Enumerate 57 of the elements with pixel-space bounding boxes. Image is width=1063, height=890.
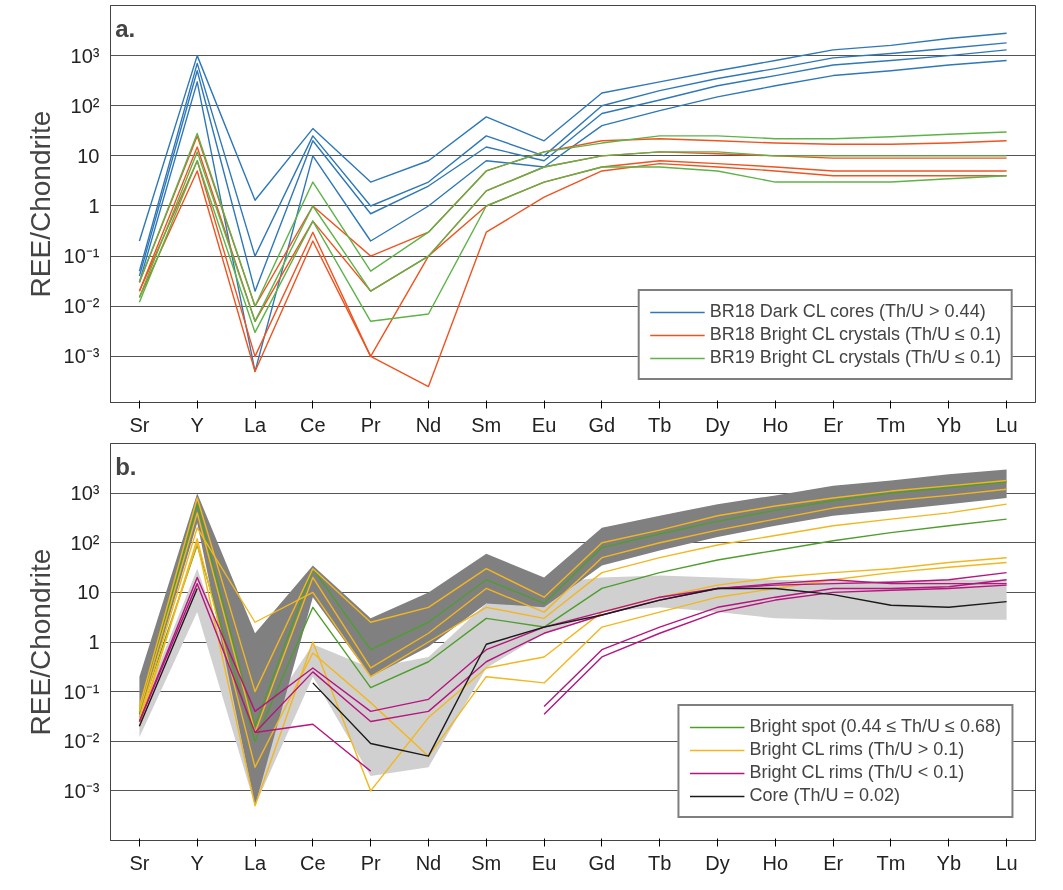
y-tick-label: 10³ xyxy=(70,44,100,67)
y-tick-label: 10² xyxy=(70,94,100,117)
legend-label: BR19 Bright CL crystals (Th/U ≤ 0.1) xyxy=(709,347,1001,368)
x-tick-label: La xyxy=(243,413,268,436)
x-tick-label: Nd xyxy=(415,851,442,874)
x-tick-label: Eu xyxy=(531,413,557,436)
y-tick-label: 10⁻³ xyxy=(63,345,100,368)
y-tick-label: 1 xyxy=(88,194,100,217)
y-tick-label: 10 xyxy=(77,144,100,167)
x-tick-label: Sm xyxy=(471,413,502,436)
x-tick-label: Sr xyxy=(129,413,150,436)
y-tick-label: 10³ xyxy=(70,482,100,505)
x-tick-label: Dy xyxy=(705,851,730,874)
x-tick-label: Nd xyxy=(415,413,442,436)
x-tick-label: Er xyxy=(823,413,844,436)
x-tick-label: La xyxy=(243,851,268,874)
y-tick-label: 1 xyxy=(88,631,100,653)
x-tick-label: Pr xyxy=(360,851,381,874)
y-tick-label: 10⁻² xyxy=(63,730,100,753)
x-tick-label: Sm xyxy=(471,851,502,874)
legend-label: BR18 Dark CL cores (Th/U > 0.44) xyxy=(709,301,986,322)
x-tick-label: Pr xyxy=(360,413,381,436)
y-tick-label: 10² xyxy=(70,531,100,554)
x-tick-label: Gd xyxy=(588,851,616,874)
x-tick-label: Ce xyxy=(300,413,326,436)
y-axis-title: REE/Chondrite xyxy=(24,110,56,298)
x-tick-label: Dy xyxy=(705,413,730,436)
x-tick-label: Yb xyxy=(936,413,962,436)
x-tick-label: Lu xyxy=(995,413,1018,436)
x-tick-label: Eu xyxy=(531,851,557,874)
x-tick-label: Y xyxy=(190,413,204,436)
y-tick-label: 10⁻³ xyxy=(63,779,100,802)
y-tick-label: 10⁻¹ xyxy=(63,245,100,268)
y-tick-label: 10⁻¹ xyxy=(63,680,100,703)
x-tick-label: Ce xyxy=(300,851,326,874)
x-tick-label: Tb xyxy=(648,413,672,436)
legend-label: Bright spot (0.44 ≤ Th/U ≤ 0.68) xyxy=(749,716,1001,737)
x-tick-label: Lu xyxy=(995,851,1018,874)
x-tick-label: Ho xyxy=(762,413,789,436)
x-tick-label: Gd xyxy=(588,413,616,436)
annotation: b. xyxy=(115,453,137,481)
x-tick-label: Tm xyxy=(876,413,906,436)
annotation: a. xyxy=(115,15,136,43)
legend-label: Bright CL rims (Th/U < 0.1) xyxy=(749,762,965,783)
y-axis-title: REE/Chondrite xyxy=(24,548,56,736)
legend-label: Core (Th/U = 0.02) xyxy=(749,785,901,806)
x-tick-label: Er xyxy=(823,851,844,874)
x-tick-label: Ho xyxy=(762,851,789,874)
y-tick-label: 10 xyxy=(77,581,100,604)
legend-label: Bright CL rims (Th/U > 0.1) xyxy=(749,739,965,760)
x-tick-label: Tb xyxy=(648,851,672,874)
x-tick-label: Y xyxy=(190,851,204,874)
legend-label: BR18 Bright CL crystals (Th/U ≤ 0.1) xyxy=(709,324,1001,345)
x-tick-label: Sr xyxy=(129,851,150,874)
x-tick-label: Tm xyxy=(876,851,906,874)
x-tick-label: Yb xyxy=(936,851,962,874)
y-tick-label: 10⁻² xyxy=(63,295,100,318)
